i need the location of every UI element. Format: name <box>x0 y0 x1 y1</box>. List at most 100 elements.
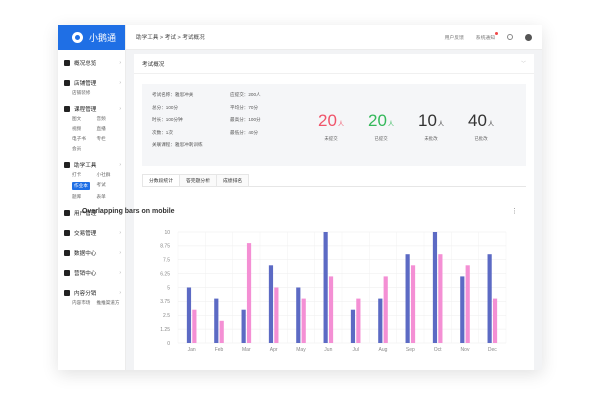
panel-header: 考试概况 ﹀ <box>134 54 534 74</box>
x-tick-label: Jul <box>352 347 358 353</box>
sidebar-item[interactable]: 助学工具 › <box>64 158 121 172</box>
y-tick-label: 0 <box>167 341 170 347</box>
sidebar-subitem[interactable]: 视频 <box>72 126 82 131</box>
info-average: 平均分：70分 <box>230 104 259 110</box>
y-tick-label: 3.75 <box>160 299 170 305</box>
bar <box>350 309 356 343</box>
menu-icon <box>64 60 70 66</box>
feedback-link[interactable]: 用户反馈 <box>444 35 464 41</box>
sidebar-subitem[interactable]: 音频 <box>96 116 106 121</box>
bar <box>296 287 301 343</box>
topbar: 助学工具 > 考试 > 考试概况 用户反馈 系统通知 <box>126 25 542 50</box>
sidebar-subitem[interactable]: 题库 <box>72 194 82 199</box>
notice-dot-icon <box>495 31 498 35</box>
sidebar-subitem[interactable]: 小社群 <box>96 172 111 177</box>
sidebar: 小鹅通 概况总览 › 店铺管理 › 店铺装修 课程管理 › 图文 音频 视频 直播 电子书 专栏 会员 助学… <box>58 25 126 370</box>
stat-unit: 人 <box>387 122 394 128</box>
sidebar-subitem[interactable]: 考试 <box>96 182 106 187</box>
x-tick-label: Jun <box>324 347 332 353</box>
sidebar-subitem[interactable]: 作业本 <box>72 182 90 190</box>
exam-info-box: 考试名称：雅思冲关 总分：100分 时长：100分钟 次数：1次 关联课程：雅思… <box>142 84 526 166</box>
info-related-course: 关联课程：雅思冲刺训练 <box>152 142 203 147</box>
bar <box>410 265 416 343</box>
y-tick-label: 10 <box>164 230 170 236</box>
app-window: 小鹅通 概况总览 › 店铺管理 › 店铺装修 课程管理 › 图文 音频 视频 直播 电子书 专栏 会员 助学… <box>58 25 542 370</box>
sidebar-subitem[interactable]: 内容市场 <box>72 300 91 305</box>
bar <box>492 298 498 343</box>
chevron-right-icon: › <box>119 230 121 236</box>
sidebar-subitem[interactable]: 专栏 <box>96 136 106 141</box>
menu-icon <box>64 270 70 276</box>
info-attempts: 次数：1次 <box>152 129 173 135</box>
menu-icon <box>64 250 70 256</box>
bar <box>432 232 438 343</box>
chevron-right-icon: › <box>119 250 121 256</box>
bar <box>356 298 361 343</box>
stat-not-submitted: 20人 未提交 <box>306 112 356 142</box>
sidebar-subitem[interactable]: 图文 <box>72 116 82 121</box>
sidebar-item[interactable]: 用户管理 › <box>64 206 121 220</box>
bar <box>241 309 246 343</box>
sidebar-subitem[interactable]: 表单 <box>96 194 106 199</box>
chevron-right-icon: › <box>119 162 121 168</box>
sidebar-subitems: 打卡 小社群作业本 考试题库 表单 <box>64 172 121 200</box>
sidebar-group: 用户管理 › <box>58 206 125 220</box>
stat-label: 未批改 <box>424 136 438 141</box>
stat-num: 20 <box>318 111 337 130</box>
notice-label: 系统通知 <box>475 35 495 41</box>
info-left: 考试名称：雅思冲关 总分：100分 时长：100分钟 次数：1次 关联课程：雅思… <box>152 92 203 148</box>
info-duration: 时长：100分钟 <box>152 117 183 122</box>
chevron-right-icon: › <box>119 290 121 296</box>
sidebar-subitem[interactable]: 打卡 <box>72 172 82 177</box>
info-lowest: 最低分：40分 <box>230 129 259 135</box>
bar <box>301 298 306 343</box>
bar <box>383 276 388 343</box>
sidebar-item[interactable]: 店铺管理 › <box>64 76 121 90</box>
panel-title: 考试概况 <box>142 61 165 68</box>
chart-menu-icon[interactable]: ⋮ <box>511 208 518 215</box>
bar <box>214 298 219 343</box>
info-right: 应提交：200人 平均分：70分 最高分：100分 最低分：40分 <box>230 92 261 136</box>
menu-icon <box>64 162 70 168</box>
bar <box>465 265 470 343</box>
stat-graded: 40人 已批改 <box>456 112 506 142</box>
bar <box>378 298 383 343</box>
collapse-chevron-icon[interactable]: ﹀ <box>520 61 526 67</box>
sidebar-group: 课程管理 › 图文 音频视频 直播电子书 专栏会员 <box>58 102 125 152</box>
sidebar-item[interactable]: 数据中心 › <box>64 246 121 260</box>
sidebar-item[interactable]: 课程管理 › <box>64 102 121 116</box>
sidebar-subitem[interactable]: 直播 <box>96 126 106 131</box>
bar <box>460 276 465 343</box>
sidebar-item[interactable]: 营销中心 › <box>64 266 121 280</box>
sidebar-group: 数据中心 › <box>58 246 125 260</box>
settings-gear-icon[interactable] <box>507 34 513 40</box>
y-tick-label: 5 <box>167 285 170 291</box>
x-tick-label: Mar <box>242 347 251 353</box>
stat-label: 未提交 <box>324 136 338 141</box>
app-logo[interactable]: 小鹅通 <box>58 25 125 50</box>
sidebar-item[interactable]: 交易管理 › <box>64 226 121 240</box>
bar <box>192 309 197 343</box>
sidebar-item[interactable]: 内容分销 › <box>64 286 121 300</box>
x-tick-label: Feb <box>215 347 224 353</box>
sidebar-group: 店铺管理 › 店铺装修 <box>58 76 125 96</box>
x-tick-label: Jan <box>188 347 196 353</box>
x-tick-label: May <box>296 347 306 353</box>
sidebar-subitem[interactable]: 推推渠道方 <box>96 300 120 305</box>
sidebar-menu: 概况总览 › 店铺管理 › 店铺装修 课程管理 › 图文 音频 视频 直播 电子书 专栏 会员 助学工具 › 打… <box>58 56 125 306</box>
sidebar-subitem[interactable]: 店铺装修 <box>72 90 91 95</box>
x-tick-label: Dec <box>488 347 497 353</box>
tab-ranking[interactable]: 成绩排名 <box>216 174 250 186</box>
sidebar-group: 助学工具 › 打卡 小社群作业本 考试题库 表单 <box>58 158 125 200</box>
avatar[interactable] <box>525 33 532 41</box>
sidebar-item[interactable]: 概况总览 › <box>64 56 121 70</box>
sidebar-group: 交易管理 › <box>58 226 125 240</box>
notice-link[interactable]: 系统通知 <box>475 31 498 41</box>
bar <box>268 265 274 343</box>
sidebar-item-label: 课程管理 <box>74 107 97 113</box>
sidebar-group: 内容分销 › 内容市场 推推渠道方 <box>58 286 125 306</box>
bar <box>328 276 334 343</box>
sidebar-subitem[interactable]: 电子书 <box>72 136 86 141</box>
menu-icon <box>64 290 70 296</box>
sidebar-subitem[interactable]: 会员 <box>72 146 82 151</box>
